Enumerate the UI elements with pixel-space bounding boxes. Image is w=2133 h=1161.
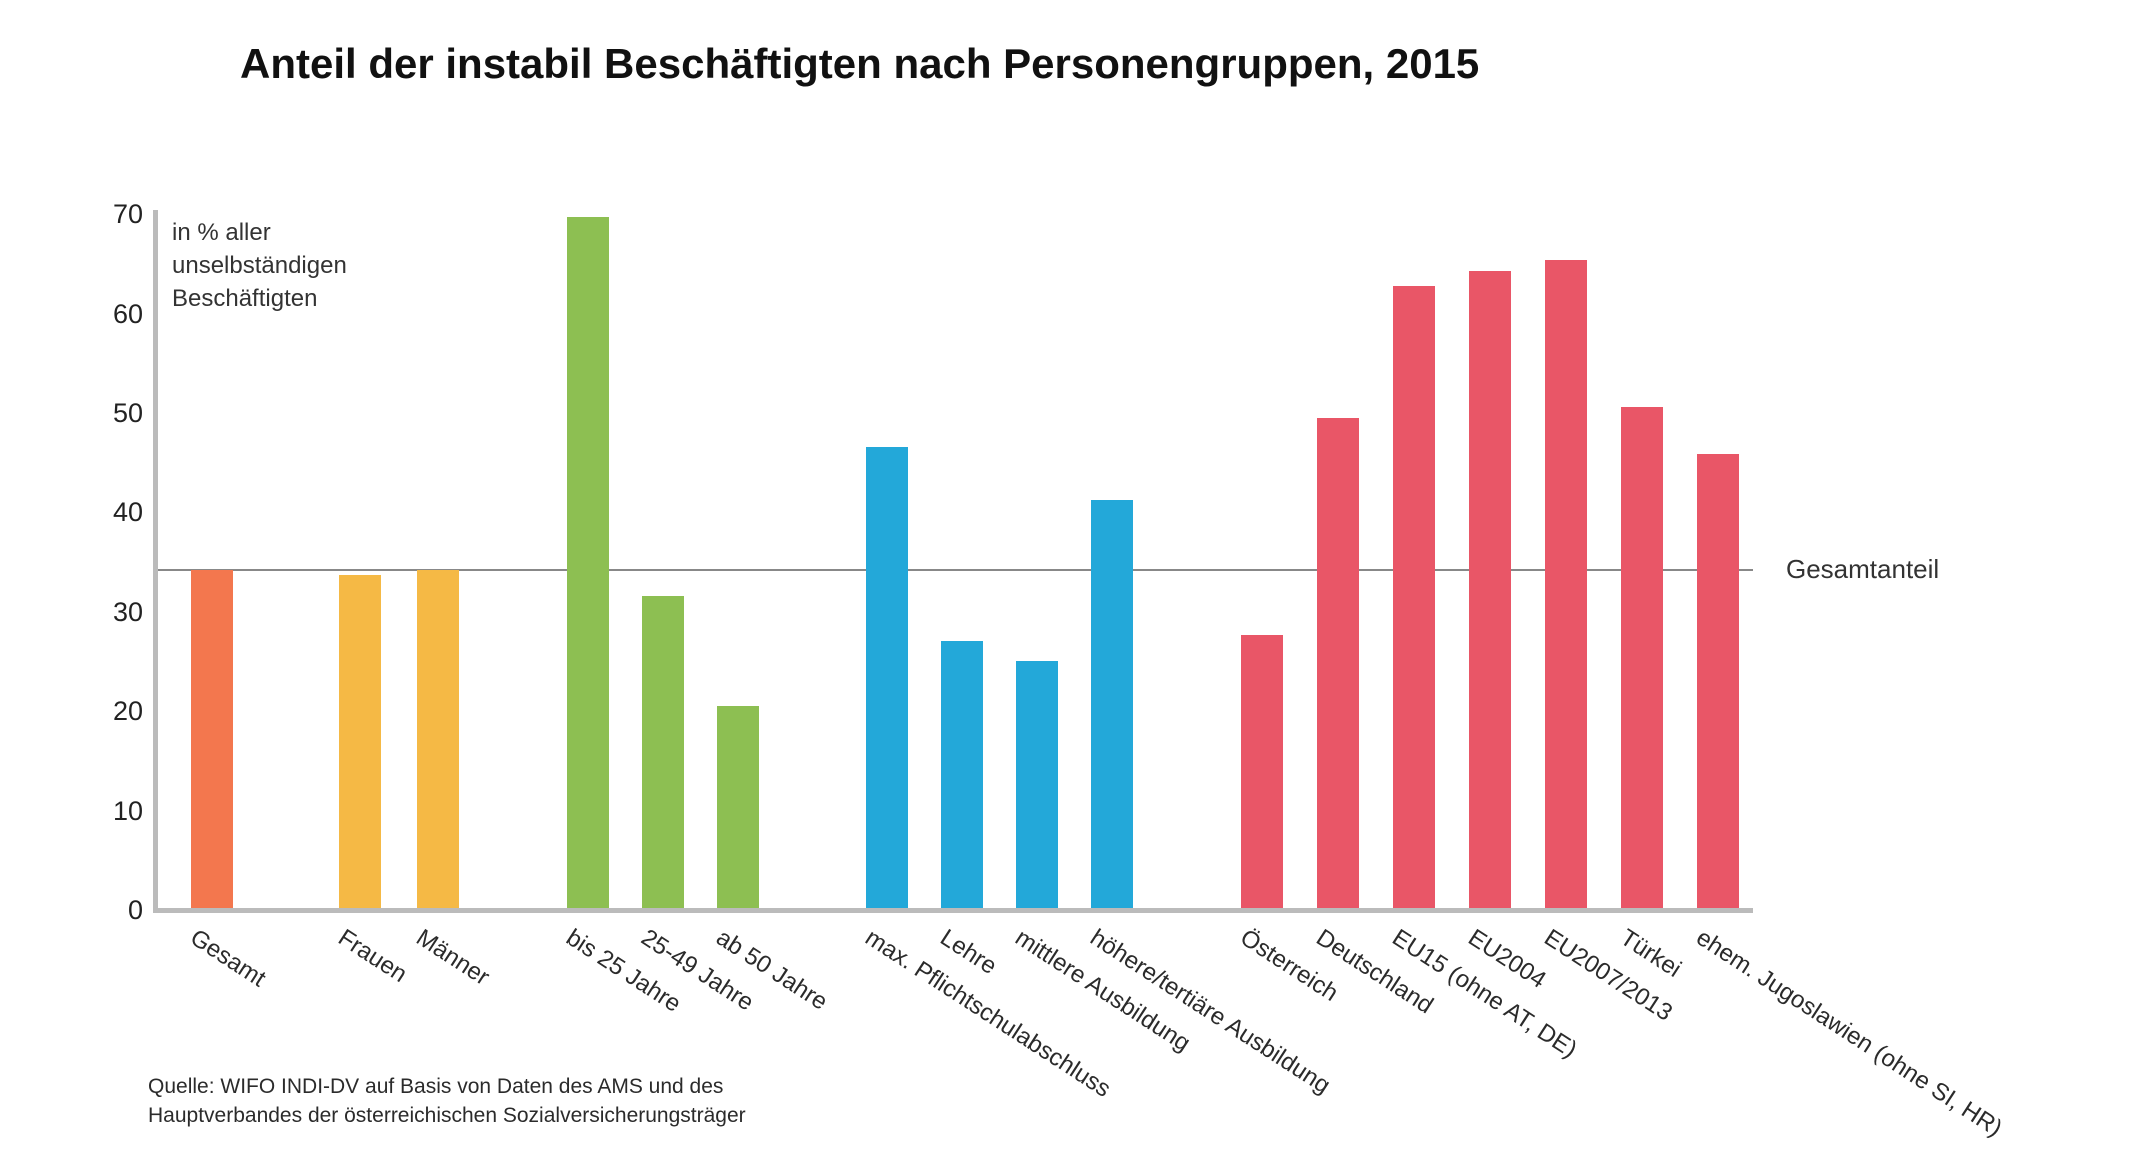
x-label-15: EU2007/2013 [1539,924,1678,1027]
source-note: Quelle: WIFO INDI-DV auf Basis von Daten… [148,1072,746,1130]
gesamtanteil-label: Gesamtanteil [1786,554,1940,584]
x-label-2: Frauen [333,924,412,989]
y-axis-unit-line-3: Beschäftigten [172,285,318,312]
bar-17 [1697,454,1739,910]
y-axis-unit-line-2: unselbständigen [172,252,347,279]
bar-9 [1016,661,1058,910]
bar-2 [339,575,381,910]
bar-15 [1545,260,1587,910]
bar-4 [567,217,609,910]
bar-16 [1621,407,1663,910]
bar-8 [941,641,983,910]
y-tick-10: 10 [112,795,143,826]
y-tick-60: 60 [112,298,143,329]
chart-title: Anteil der instabil Beschäftigten nach P… [240,40,1480,87]
bar-1 [191,570,233,910]
bar-3 [417,570,459,910]
source-note-line-1: Quelle: WIFO INDI-DV auf Basis von Daten… [148,1075,724,1098]
y-axis-unit-label: in % aller unselbständigen Beschäftigten [172,216,347,315]
bar-12 [1317,418,1359,910]
bar-7 [866,447,908,910]
y-axis-unit-line-1: in % aller [172,219,271,246]
x-label-1: Gesamt [185,924,271,993]
source-note-line-2: Hauptverbandes der österreichischen Sozi… [148,1104,746,1127]
y-tick-20: 20 [112,696,143,727]
bar-13 [1393,286,1435,910]
y-axis-line [153,210,158,913]
bar-5 [642,596,684,910]
bar-10 [1091,500,1133,910]
x-label-3: Männer [411,924,495,991]
y-tick-30: 30 [112,596,143,627]
y-tick-70: 70 [112,199,143,230]
y-tick-0: 0 [127,895,143,925]
x-axis-line [153,908,1753,913]
y-tick-40: 40 [112,497,143,528]
bar-11 [1241,635,1283,910]
gesamtanteil-reference-line [157,569,1753,571]
x-label-17: ehem. Jugoslawien (ohne SI, HR) [1691,924,2007,1143]
bar-14 [1469,271,1511,910]
bar-6 [717,706,759,910]
y-tick-50: 50 [112,398,143,428]
